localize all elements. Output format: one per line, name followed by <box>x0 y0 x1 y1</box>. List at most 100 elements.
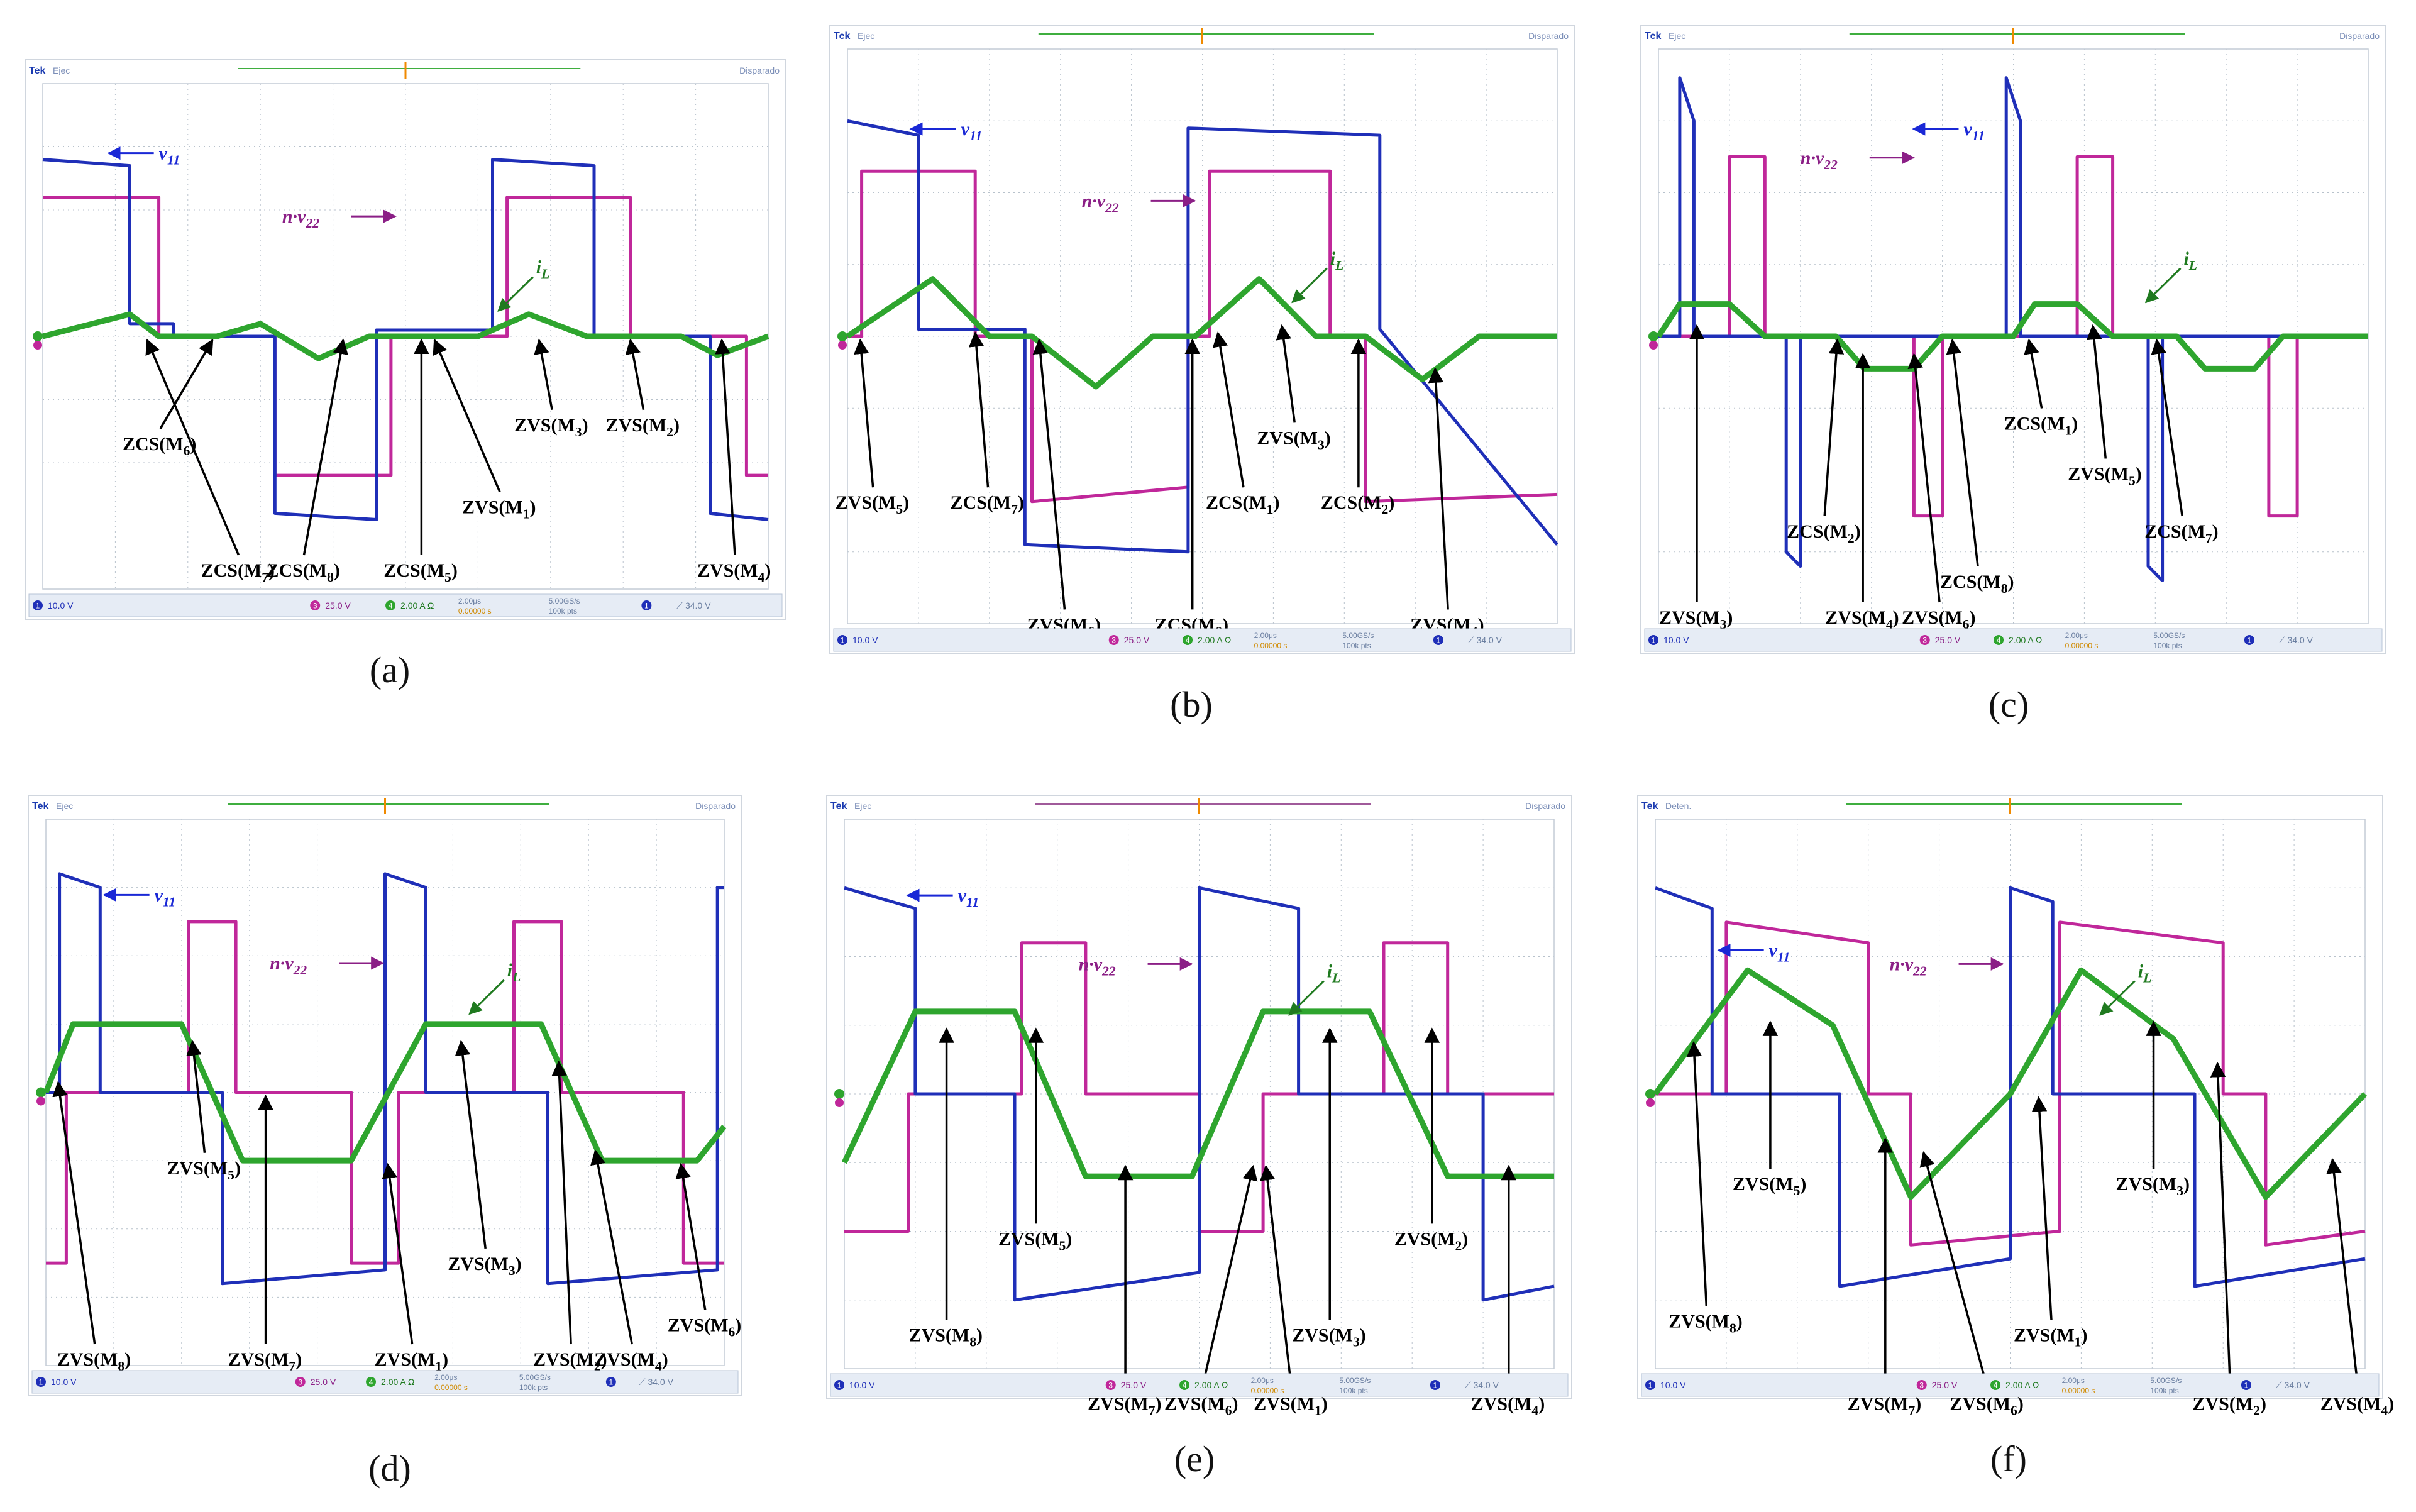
trace-v11 <box>844 886 1555 1302</box>
trigger-status-label: Disparado <box>1525 801 1565 811</box>
ch4-badge <box>1179 1380 1190 1390</box>
trigger-source-badge <box>2244 635 2254 645</box>
trigger-delay: 0.00000 s <box>1251 1386 1284 1395</box>
annotation-label: ZVS(M4) <box>2320 1394 2394 1418</box>
annotation-label: ZVS(M2) <box>1394 1228 1468 1253</box>
record-length: 100k pts <box>2150 1386 2178 1395</box>
trigger-source-badge <box>2241 1380 2251 1390</box>
annotation-arrow <box>1212 331 1245 488</box>
annotation-arrow <box>1276 324 1296 423</box>
ch4-badge-number: 4 <box>1183 1381 1187 1390</box>
annotation-label: ZCS(M7) <box>201 560 275 585</box>
trace-iL <box>43 1021 727 1164</box>
trigger-delay: 0.00000 s <box>458 607 492 615</box>
ch4-badge-number: 4 <box>1994 1381 1998 1390</box>
trigger-source-number: 1 <box>1433 1381 1438 1390</box>
trigger-status-label: Disparado <box>695 801 736 811</box>
annotation-arrow <box>1907 353 1941 603</box>
ch4-badge <box>366 1377 377 1387</box>
ch1-scale: 10.0 V <box>849 1380 875 1390</box>
label-nv22: n·v22 <box>1082 190 1119 215</box>
sample-rate: 5.00GS/s <box>519 1373 551 1382</box>
scope-panel-1: Tek Ejec Disparado v11 n·v22 iL ZCS(M7) ZCS(M6)… <box>25 59 786 620</box>
annotation-label: ZCS(M8) <box>266 560 339 585</box>
label-iL: iL <box>1327 961 1341 985</box>
trigger-level: ⟋ 34.0 V <box>1468 635 1503 645</box>
annotation-arrow <box>2024 338 2043 409</box>
annotation-label: ZCS(M5) <box>383 560 457 585</box>
panel-caption: (e) <box>1174 1438 1215 1479</box>
ch1-scale: 10.0 V <box>48 600 74 610</box>
annotation-arrow <box>2151 338 2183 517</box>
ch4-badge <box>385 600 396 610</box>
label-iL-arrow <box>468 979 505 1015</box>
ch3-ground-marker <box>33 341 42 350</box>
annotation-label: ZVS(M5) <box>836 492 909 517</box>
trigger-level: ⟋ 34.0 V <box>2279 635 2314 645</box>
ch3-ground-marker <box>1646 1098 1655 1107</box>
sample-rate: 5.00GS/s <box>549 597 580 605</box>
trigger-delay: 0.00000 s <box>1254 641 1288 650</box>
run-state-label: Ejec <box>56 801 73 811</box>
ch3-scale: 25.0 V <box>1124 635 1150 645</box>
scope-panel-5: Tek Ejec Disparado v11 n·v22 iL ZVS(M8) ZVS(M5)… <box>826 795 1572 1418</box>
annotation-label: ZVS(M8) <box>57 1349 131 1374</box>
trigger-source-number: 1 <box>2248 636 2252 645</box>
ch4-badge-number: 4 <box>389 602 393 610</box>
label-iL-arrow <box>1288 980 1325 1016</box>
annotation-arrow <box>382 1162 414 1345</box>
ch4-ground-marker <box>1648 331 1658 341</box>
label-v11: v11 <box>159 143 180 168</box>
label-iL: iL <box>507 960 521 985</box>
trigger-delay: 0.00000 s <box>2062 1386 2095 1395</box>
trigger-level: ⟋ 34.0 V <box>1465 1380 1499 1390</box>
ch4-badge <box>1994 635 2004 645</box>
ch3-badge <box>1916 1380 1927 1390</box>
sample-rate: 5.00GS/s <box>2153 631 2185 640</box>
annotation-label: ZCS(M8) <box>1940 571 2014 596</box>
trigger-source-badge <box>1430 1380 1440 1390</box>
brand-label: Tek <box>29 65 45 76</box>
record-length: 100k pts <box>519 1383 548 1392</box>
trace-v11 <box>847 119 1558 554</box>
ch4-scale: 2.00 A Ω <box>1194 1380 1228 1390</box>
annotation-label: ZVS(M7) <box>228 1349 302 1374</box>
trigger-delay: 0.00000 s <box>434 1383 468 1392</box>
status-bar-bg <box>1644 628 2383 652</box>
ch3-badge-number: 3 <box>313 602 317 610</box>
trigger-source-badge <box>605 1377 616 1387</box>
label-v11: v11 <box>1769 941 1790 965</box>
annotation-label: ZVS(M3) <box>2116 1174 2190 1198</box>
annotation-label: ZVS(M2) <box>533 1349 607 1374</box>
ch3-ground-marker <box>1649 341 1658 350</box>
annotation-arrow <box>2086 324 2107 459</box>
record-length: 100k pts <box>2153 641 2182 650</box>
annotation-arrow <box>590 1149 633 1345</box>
ch4-badge <box>1990 1380 2001 1390</box>
annotation-arrow <box>1201 1164 1258 1389</box>
label-iL: iL <box>536 257 550 282</box>
annotation-arrow <box>302 338 348 556</box>
annotation-arrow <box>1823 338 1845 517</box>
annotation-arrow <box>534 338 553 411</box>
annotation-label: ZVS(M1) <box>375 1349 448 1374</box>
annotation-arrow <box>625 338 645 411</box>
ch1-badge-number: 1 <box>841 636 845 645</box>
timebase: 2.00μs <box>2065 631 2088 640</box>
run-state-label: Ejec <box>53 65 70 75</box>
annotation-label: ZVS(M4) <box>594 1349 668 1374</box>
scope-panel-6: Tek Deten. v11 n·v22 iL ZVS(M8) ZVS(M5) ZVS(M7)… <box>1637 795 2394 1418</box>
annotation-arrow <box>1259 1164 1293 1389</box>
panel-caption: (a) <box>370 649 410 690</box>
ch1-badge <box>1645 1380 1655 1390</box>
ch4-badge-number: 4 <box>1997 636 2001 645</box>
ch3-badge <box>295 1377 306 1387</box>
ch1-badge <box>36 1377 46 1387</box>
annotation-label: ZVS(M3) <box>1257 428 1330 452</box>
ch3-ground-marker <box>36 1096 45 1106</box>
trace-iL <box>1656 301 2368 372</box>
